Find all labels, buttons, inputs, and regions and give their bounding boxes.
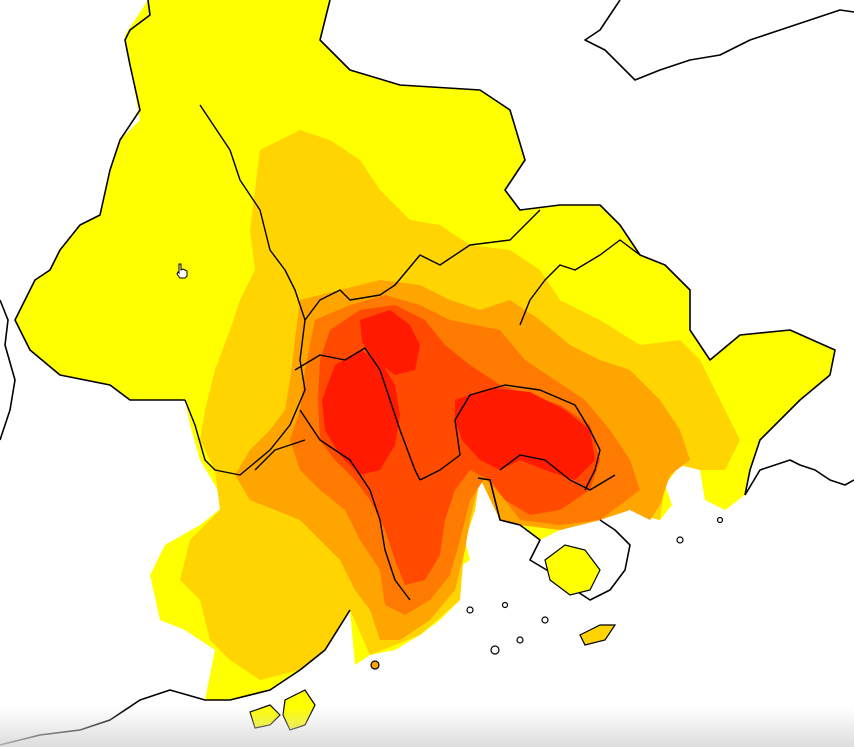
islet-6 [676,536,684,544]
region-level-6-core-west [322,350,400,475]
coastline-east [744,459,854,496]
outer-boundary-north [319,0,836,496]
islet-8 [501,601,509,609]
border-line-8 [254,439,306,471]
border-line-3 [294,347,421,481]
bottom-shadow [0,707,854,747]
hand-pointer-icon [176,263,188,279]
border-line-4 [299,409,411,601]
islet-5 [370,660,380,670]
islet-7 [716,516,724,524]
border-line-2 [304,209,541,321]
border-line-6 [499,454,616,491]
border-line-7 [519,239,641,326]
islet-2 [516,636,524,644]
neighbor-boundary-west [0,299,16,441]
region-level-6-core-east [455,388,595,480]
islet-4 [541,616,549,624]
border-line-5 [419,384,601,491]
outer-boundary [14,0,185,401]
neighbor-boundary-northeast [584,0,854,81]
border-line-1 [184,104,306,476]
islet-1 [490,645,500,655]
islet-3 [466,606,474,614]
island-4 [544,544,601,596]
island-3 [579,624,617,646]
region-level-6-core-north [360,310,420,375]
